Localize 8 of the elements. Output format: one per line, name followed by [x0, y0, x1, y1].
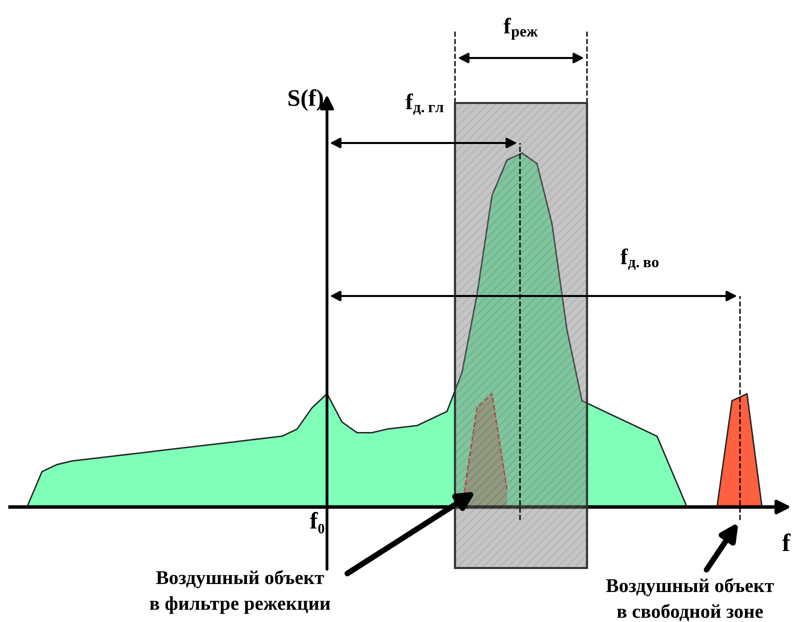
text: f$_{д.гл}$ — [406, 93, 444, 115]
x-axis-title: f — [782, 533, 791, 552]
text: Воздушный объект в свободной зоне — [606, 578, 774, 622]
text: f$_{реж}$ — [504, 18, 538, 40]
annotation: f$_{д.во}$ — [620, 248, 659, 270]
text: Воздушный объект в фильтре режекции — [150, 570, 330, 614]
y-axis-title: S(f) — [288, 89, 323, 111]
text: f₀ — [310, 512, 324, 534]
